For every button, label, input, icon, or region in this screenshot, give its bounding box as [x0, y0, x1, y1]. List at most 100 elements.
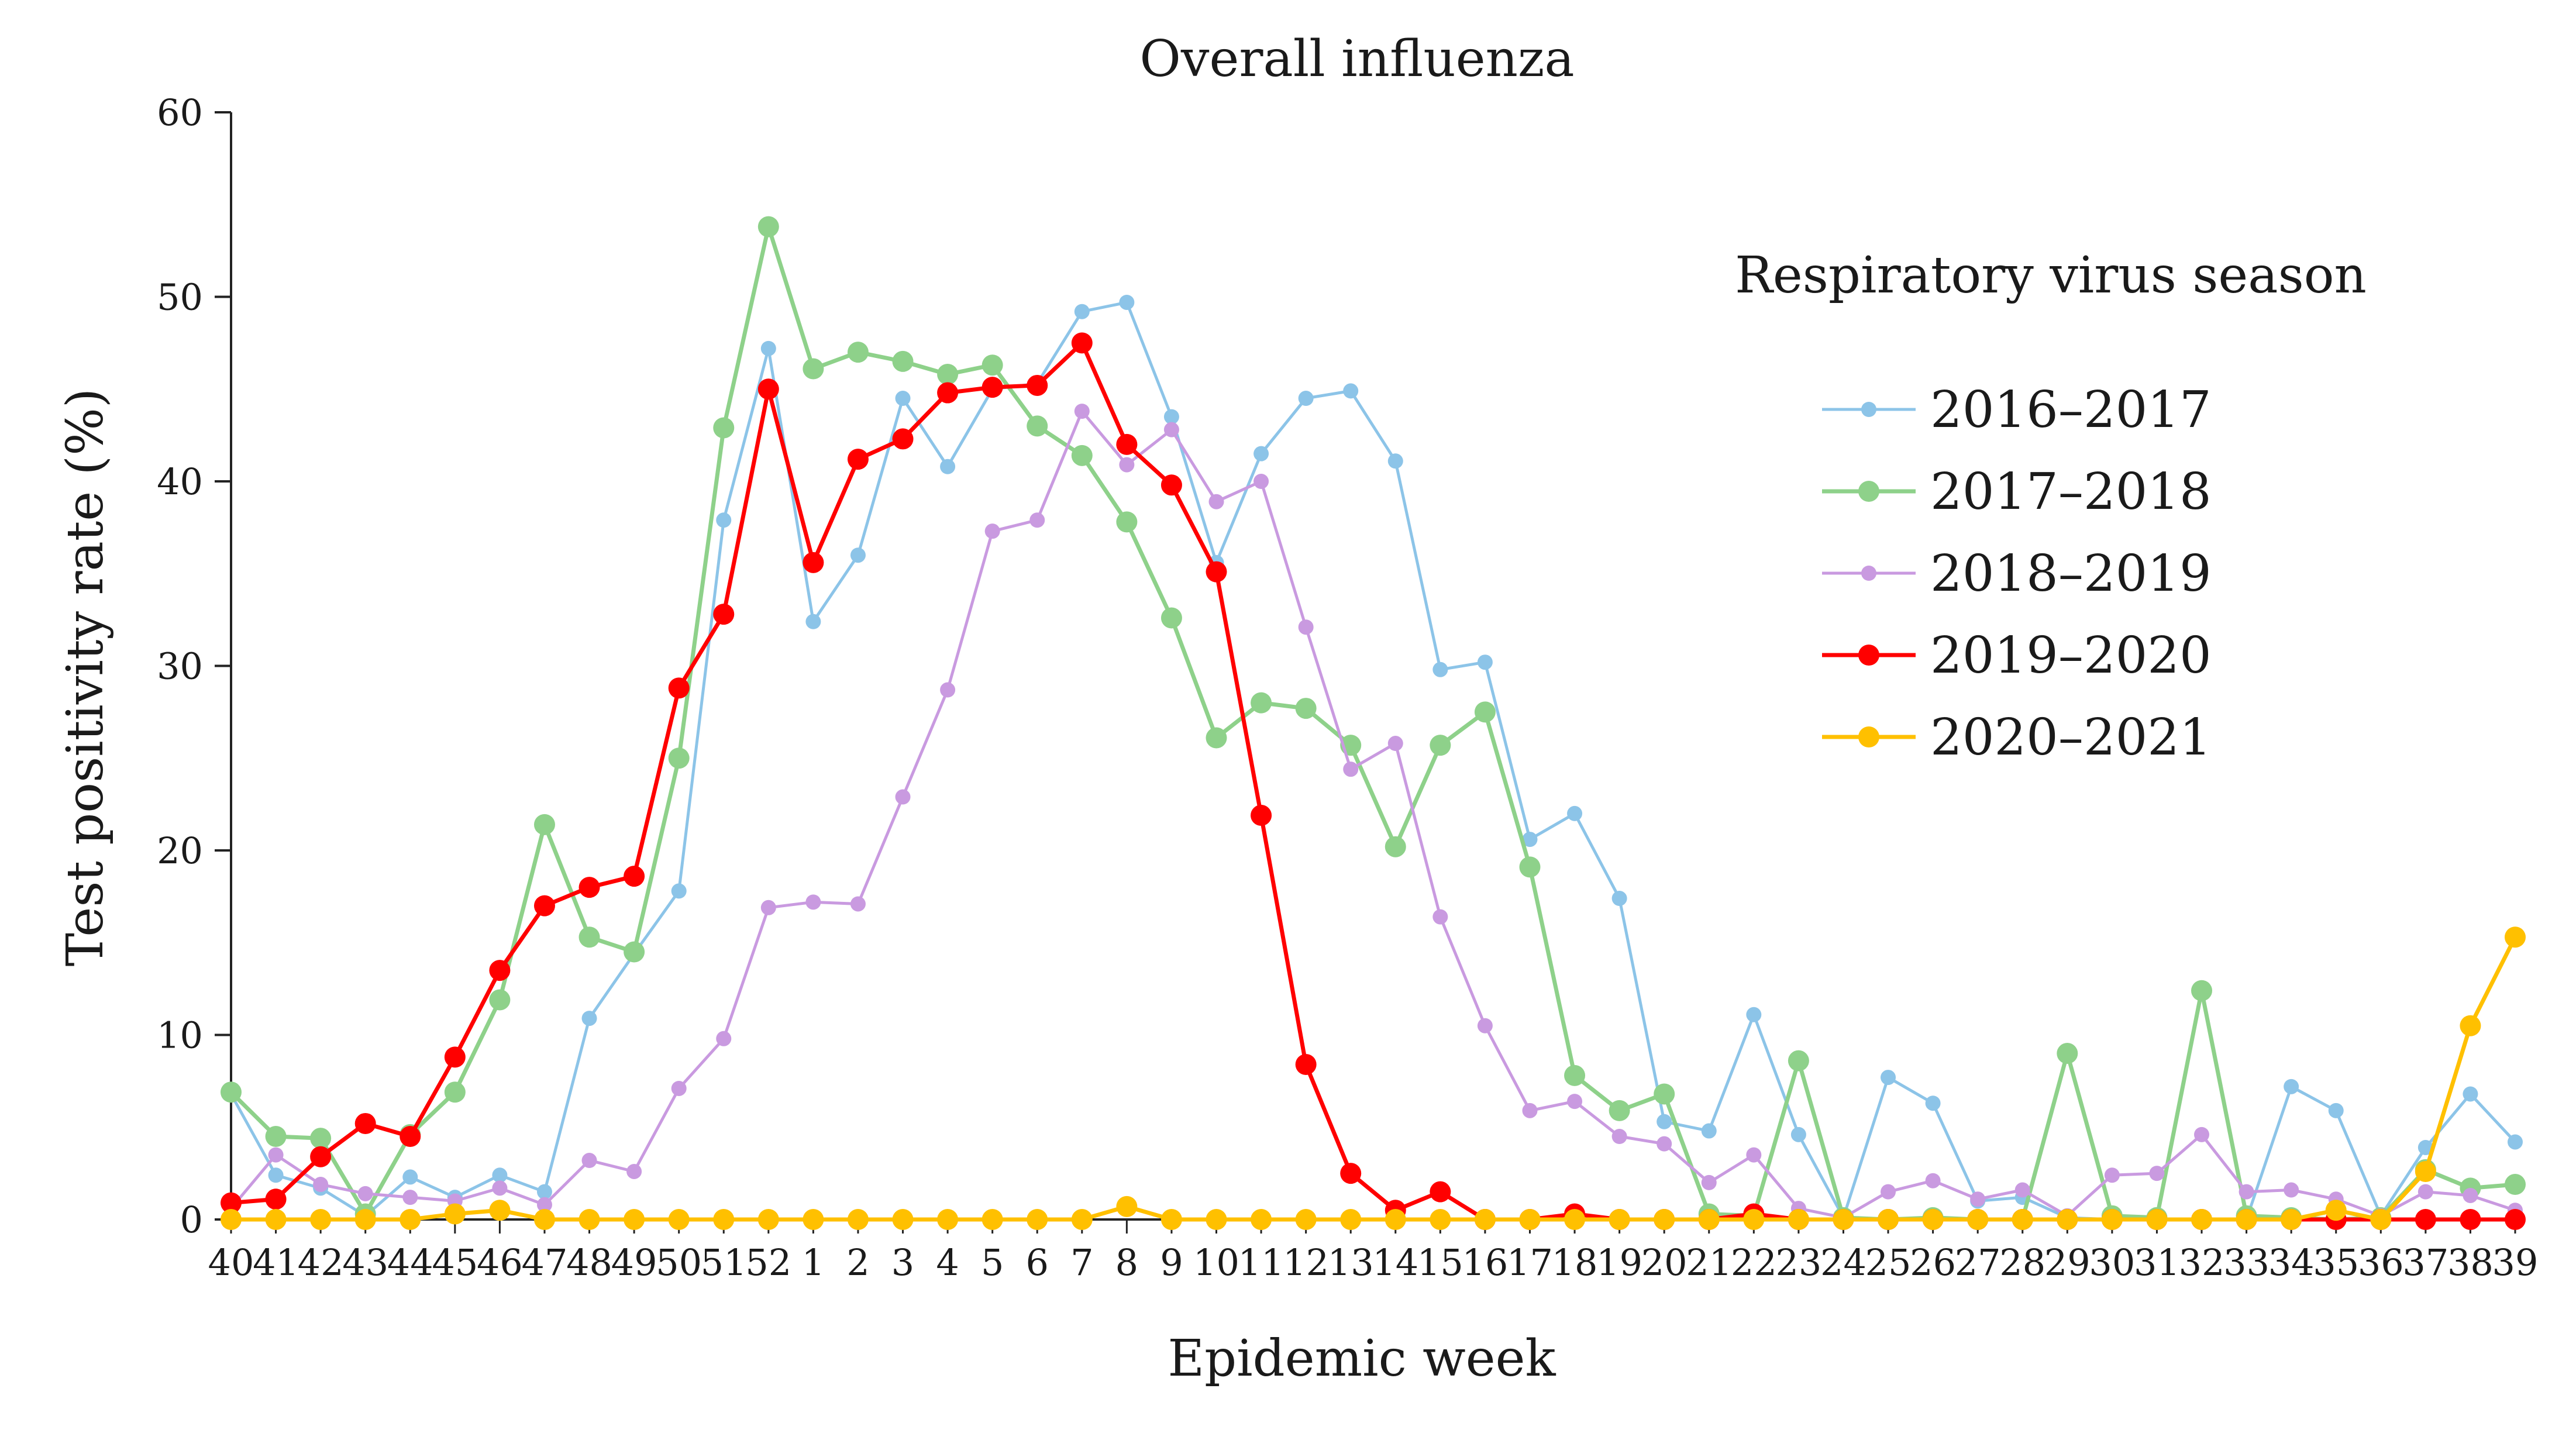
data-point: [716, 1031, 732, 1046]
x-axis-label: Epidemic week: [1168, 1329, 1556, 1388]
data-point: [2236, 1209, 2257, 1230]
data-point: [1208, 494, 1224, 509]
data-point: [1163, 422, 1179, 437]
data-point: [982, 354, 1003, 376]
data-point: [1698, 1209, 1720, 1230]
data-point: [850, 896, 866, 912]
data-point: [1295, 698, 1317, 719]
data-point: [982, 1209, 1003, 1230]
data-point: [2415, 1209, 2436, 1230]
data-point: [2191, 1209, 2213, 1230]
data-point: [847, 1209, 869, 1230]
x-tick-label: 48: [566, 1241, 612, 1284]
data-point: [400, 1126, 421, 1148]
x-tick-label: 38: [2447, 1241, 2494, 1284]
data-point: [2057, 1043, 2078, 1064]
data-point: [713, 604, 735, 625]
data-point: [1746, 1007, 1762, 1022]
legend-swatch-marker: [1861, 566, 1876, 581]
data-point: [2328, 1103, 2344, 1118]
x-tick-label: 9: [1160, 1241, 1183, 1284]
data-point: [444, 1046, 466, 1068]
data-point: [1967, 1209, 1989, 1230]
data-point: [268, 1147, 284, 1163]
data-point: [892, 350, 914, 372]
data-point: [1343, 383, 1359, 399]
data-point: [668, 677, 690, 699]
data-point: [1881, 1184, 1896, 1200]
data-point: [1430, 1209, 1451, 1230]
data-point: [489, 1200, 511, 1221]
data-point: [1071, 332, 1093, 354]
x-tick-label: 28: [1999, 1241, 2045, 1284]
data-point: [624, 1209, 645, 1230]
data-point: [892, 1209, 914, 1230]
data-point: [1251, 1209, 1272, 1230]
y-tick-label: 50: [157, 276, 203, 319]
data-point: [1477, 654, 1493, 670]
data-point: [1654, 1209, 1675, 1230]
x-tick-label: 40: [208, 1241, 254, 1284]
data-point: [444, 1081, 466, 1103]
data-point: [2415, 1160, 2436, 1182]
data-point: [805, 894, 821, 910]
data-point: [1160, 607, 1182, 629]
data-point: [760, 340, 776, 356]
x-tick-label: 12: [1283, 1241, 1329, 1284]
data-point: [713, 1209, 735, 1230]
data-point: [221, 1209, 242, 1230]
data-point: [1430, 735, 1451, 756]
legend-label: 2019–2020: [1930, 626, 2212, 685]
legend-item: 2020–2021: [1822, 708, 2212, 767]
legend-label: 2018–2019: [1930, 545, 2212, 603]
data-point: [1071, 445, 1093, 466]
data-point: [2505, 1209, 2526, 1230]
data-point: [533, 895, 555, 917]
x-tick-label: 16: [1462, 1241, 1508, 1284]
data-point: [1387, 736, 1403, 752]
x-tick-label: 4: [936, 1241, 959, 1284]
x-tick-label: 51: [701, 1241, 747, 1284]
data-point: [1119, 457, 1135, 473]
data-point: [402, 1169, 418, 1185]
x-tick-label: 24: [1820, 1241, 1866, 1284]
data-point: [1160, 1209, 1182, 1230]
data-point: [940, 459, 956, 474]
data-point: [2460, 1209, 2481, 1230]
x-tick-label: 47: [522, 1241, 568, 1284]
x-tick-label: 2: [846, 1241, 869, 1284]
data-point: [1519, 1209, 1541, 1230]
data-point: [895, 789, 911, 805]
data-point: [1340, 1163, 1362, 1184]
series-2020–2021: [221, 926, 2526, 1230]
data-point: [1027, 1209, 1048, 1230]
data-point: [895, 391, 911, 406]
data-point: [1611, 1129, 1627, 1145]
x-tick-label: 43: [342, 1241, 388, 1284]
data-point: [1029, 512, 1045, 528]
data-point: [2281, 1209, 2302, 1230]
data-point: [1295, 1053, 1317, 1075]
legend-swatch-marker: [1858, 726, 1879, 747]
data-point: [2417, 1139, 2433, 1155]
data-point: [1701, 1174, 1717, 1190]
data-point: [1253, 446, 1269, 461]
data-point: [2012, 1209, 2033, 1230]
y-axis-label: Test positivity rate (%): [56, 388, 115, 967]
data-point: [2505, 1174, 2526, 1196]
data-point: [578, 926, 600, 948]
data-point: [1788, 1209, 1809, 1230]
data-point: [310, 1209, 332, 1230]
x-tick-label: 19: [1596, 1241, 1642, 1284]
series-line: [229, 225, 2516, 1222]
data-point: [803, 552, 824, 573]
data-point: [1074, 404, 1090, 419]
x-tick-label: 34: [2268, 1241, 2315, 1284]
data-point: [626, 1163, 642, 1179]
x-tick-label: 33: [2223, 1241, 2270, 1284]
data-point: [982, 377, 1003, 398]
data-point: [713, 417, 735, 439]
data-point: [1788, 1050, 1809, 1072]
data-point: [1474, 701, 1496, 723]
data-point: [536, 1197, 552, 1212]
